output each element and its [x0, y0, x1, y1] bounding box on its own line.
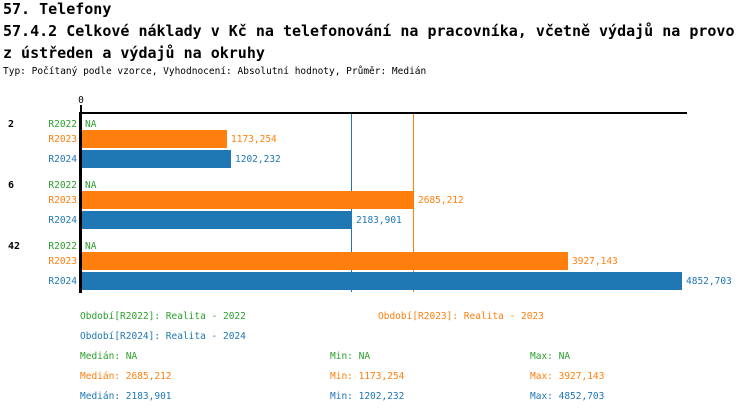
- series-label-r2024: R2024: [48, 276, 77, 287]
- series-label-r2022: R2022: [48, 119, 77, 130]
- stat-min-r2024: Min: 1202,232: [330, 391, 405, 402]
- report-subtitle-line2: z ústředen a výdajů na okruhy: [3, 44, 265, 62]
- group-label-2: 2: [8, 119, 15, 130]
- na-label: NA: [85, 180, 97, 191]
- group-label-42: 42: [8, 241, 21, 252]
- series-label-r2022: R2022: [48, 180, 77, 191]
- series-label-r2023: R2023: [48, 195, 77, 206]
- series-label-r2024: R2024: [48, 154, 77, 165]
- axis-vertical-line: [79, 112, 82, 293]
- series-label-r2023: R2023: [48, 256, 77, 267]
- report-subtitle-line1: 57.4.2 Celkové náklady v Kč na telefonov…: [3, 22, 735, 40]
- axis-tick: [80, 105, 82, 112]
- legend-item-r2022: Období[R2022]: Realita - 2022: [80, 311, 246, 322]
- group-label-6: 6: [8, 180, 15, 191]
- bar-r2024-group-2: [82, 150, 231, 168]
- axis-baseline: [80, 112, 687, 114]
- legend-item-r2024: Období[R2024]: Realita - 2024: [80, 331, 246, 342]
- bar-r2024-group-42: [82, 272, 682, 290]
- report-title: 57. Telefony: [3, 0, 112, 18]
- bar-r2023-group-6: [82, 191, 414, 209]
- na-label: NA: [85, 119, 97, 130]
- legend-item-r2023: Období[R2023]: Realita - 2023: [378, 311, 544, 322]
- value-label: 2685,212: [418, 195, 464, 206]
- series-label-r2022: R2022: [48, 241, 77, 252]
- stat-median-r2022: Medián: NA: [80, 351, 138, 362]
- stat-max-r2023: Max: 3927,143: [530, 371, 605, 382]
- value-label: 1202,232: [235, 154, 281, 165]
- value-label: 3927,143: [572, 256, 618, 267]
- report-meta: Typ: Počítaný podle vzorce, Vyhodnocení:…: [3, 66, 427, 77]
- stat-max-r2024: Max: 4852,703: [530, 391, 605, 402]
- value-label: 2183,901: [356, 215, 402, 226]
- stat-median-r2024: Medián: 2183,901: [80, 391, 172, 402]
- series-label-r2024: R2024: [48, 215, 77, 226]
- stat-max-r2022: Max: NA: [530, 351, 571, 362]
- value-label: 1173,254: [231, 134, 277, 145]
- bar-r2023-group-2: [82, 130, 227, 148]
- value-label: 4852,703: [686, 276, 732, 287]
- na-label: NA: [85, 241, 97, 252]
- stat-median-r2023: Medián: 2685,212: [80, 371, 172, 382]
- series-label-r2023: R2023: [48, 134, 77, 145]
- bar-r2023-group-42: [82, 252, 568, 270]
- stat-min-r2023: Min: 1173,254: [330, 371, 405, 382]
- bar-r2024-group-6: [82, 211, 352, 229]
- axis-zero-label: 0: [78, 95, 84, 106]
- stat-min-r2022: Min: NA: [330, 351, 371, 362]
